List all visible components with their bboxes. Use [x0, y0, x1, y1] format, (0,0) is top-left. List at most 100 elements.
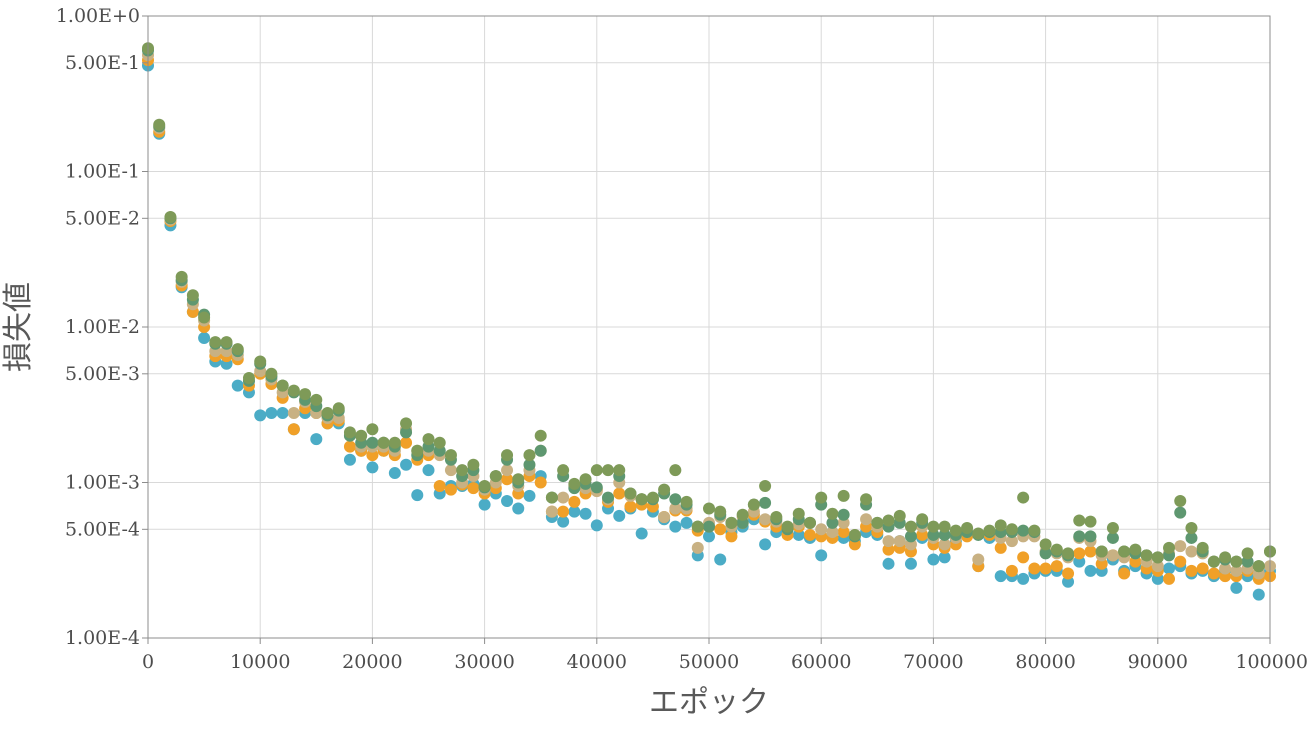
- data-point: [691, 541, 704, 554]
- data-point: [703, 530, 715, 543]
- data-point: [579, 473, 592, 486]
- data-point: [220, 336, 233, 349]
- data-point: [1163, 562, 1176, 575]
- data-point: [1174, 555, 1187, 568]
- data-point: [781, 520, 794, 533]
- data-point: [904, 520, 917, 533]
- data-point: [1073, 547, 1086, 560]
- data-point: [1106, 549, 1119, 562]
- data-point: [1118, 567, 1131, 580]
- data-point: [501, 464, 514, 477]
- data-point: [624, 487, 637, 500]
- x-axis-ticks: 0 10000 20000 30000 40000 50000 60000 70000 8000…: [142, 638, 1308, 673]
- data-point: [1017, 524, 1030, 537]
- data-point: [501, 473, 514, 486]
- data-point: [198, 311, 211, 324]
- data-point: [186, 289, 199, 302]
- data-point: [624, 500, 637, 513]
- data-point: [1017, 572, 1030, 585]
- data-point: [287, 423, 300, 436]
- data-point: [994, 541, 1007, 554]
- data-point: [927, 528, 940, 541]
- data-point: [1062, 547, 1075, 560]
- data-point: [321, 406, 334, 419]
- data-point: [1050, 543, 1063, 556]
- data-point: [882, 535, 895, 548]
- data-point: [602, 491, 615, 504]
- data-point: [1005, 523, 1018, 536]
- y-tick-label: 5.00E-2: [65, 207, 140, 229]
- data-point: [938, 528, 951, 541]
- y-tick-label: 5.00E-3: [65, 363, 140, 385]
- data-point: [534, 429, 547, 442]
- data-point: [972, 527, 985, 540]
- data-point: [1207, 555, 1220, 568]
- data-point: [860, 513, 873, 526]
- data-point: [411, 444, 424, 457]
- data-point: [1129, 543, 1142, 556]
- data-point: [534, 444, 547, 457]
- data-point: [904, 530, 917, 543]
- data-point: [703, 502, 715, 515]
- data-point: [1241, 547, 1254, 560]
- x-tick-label: 0: [142, 651, 154, 673]
- data-point: [669, 502, 682, 515]
- data-point: [1095, 557, 1108, 570]
- data-point: [1084, 564, 1097, 577]
- x-tick-label: 60000: [791, 651, 851, 673]
- data-point: [1106, 521, 1119, 534]
- data-point: [1252, 588, 1265, 601]
- data-point: [1050, 560, 1063, 573]
- data-point: [1062, 567, 1075, 580]
- data-point: [927, 520, 940, 533]
- y-tick-label: 5.00E-4: [65, 518, 140, 540]
- data-point: [366, 461, 379, 474]
- data-point: [714, 505, 727, 518]
- data-point: [242, 371, 255, 384]
- data-point: [433, 436, 446, 449]
- data-point: [545, 491, 558, 504]
- y-tick-label: 5.00E-1: [65, 52, 140, 74]
- data-point: [265, 367, 278, 380]
- data-point: [994, 570, 1007, 583]
- data-point: [523, 449, 536, 462]
- data-point: [1118, 545, 1131, 558]
- data-point: [904, 557, 917, 570]
- data-point: [568, 495, 581, 508]
- data-point: [590, 464, 603, 477]
- data-point: [444, 449, 457, 462]
- data-point: [826, 516, 839, 529]
- data-point: [792, 528, 805, 541]
- data-point: [803, 528, 816, 541]
- data-point: [545, 505, 558, 518]
- data-point: [400, 417, 413, 430]
- data-point: [557, 491, 570, 504]
- data-point: [1219, 562, 1232, 575]
- y-tick-label: 1.00E-2: [65, 316, 140, 338]
- data-point: [1174, 495, 1187, 508]
- data-point: [411, 489, 424, 502]
- data-point: [916, 528, 929, 541]
- data-point: [534, 476, 547, 489]
- y-tick-label: 1.00E-1: [65, 161, 140, 183]
- data-point: [444, 464, 457, 477]
- data-point: [1230, 564, 1243, 577]
- data-point: [1230, 581, 1243, 594]
- data-point: [759, 513, 772, 526]
- data-point: [736, 508, 749, 521]
- data-point: [501, 495, 514, 508]
- data-point: [1252, 560, 1265, 573]
- data-point: [1039, 562, 1052, 575]
- y-tick-label: 1.00E-4: [65, 627, 140, 649]
- data-point: [254, 355, 267, 368]
- data-point: [153, 118, 166, 131]
- data-point: [287, 406, 300, 419]
- data-point: [646, 491, 659, 504]
- data-point: [1062, 575, 1075, 588]
- data-point: [1174, 506, 1187, 519]
- data-point: [1017, 491, 1030, 504]
- data-point: [1196, 541, 1209, 554]
- data-point: [972, 553, 985, 566]
- x-tick-label: 70000: [903, 651, 963, 673]
- data-point: [714, 553, 727, 566]
